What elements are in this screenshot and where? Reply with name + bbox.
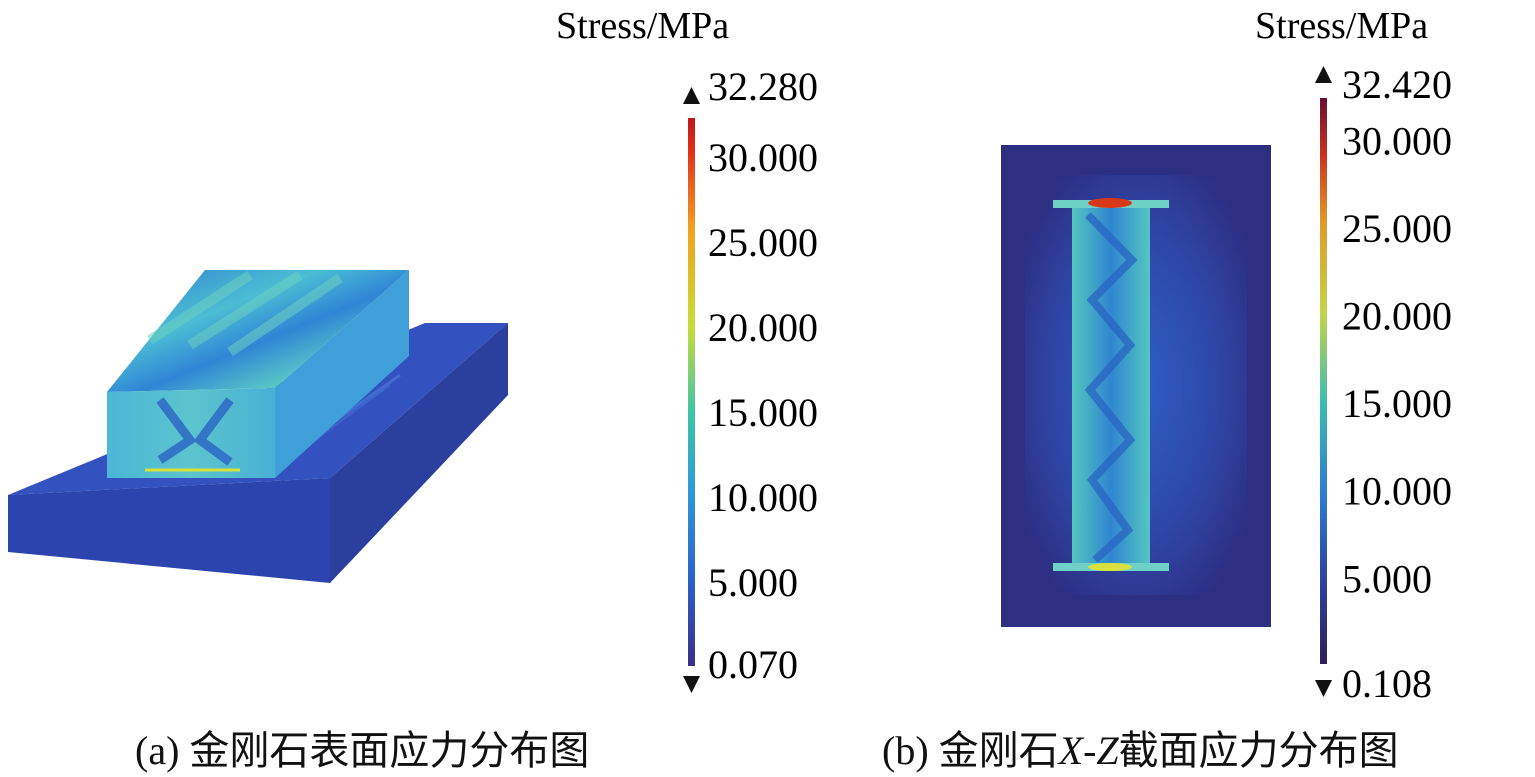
colorbar-a-tick-label: 5.000: [708, 560, 798, 605]
caption-a-text: 金刚石表面应力分布图: [189, 728, 590, 773]
cross-section-diamond: [1072, 200, 1150, 570]
caption-b-prefix: (b): [882, 728, 939, 773]
colorbar-b-tick-label: 25.000: [1342, 206, 1452, 251]
cross-section-stress-figure: Stress/MPa 32.420 0.108 30.000 25.000 20.0…: [1001, 5, 1452, 706]
colorbar-b-min-label: 0.108: [1342, 661, 1432, 706]
caption-b-text-2: 截面应力分布图: [1118, 728, 1399, 773]
colorbar-b-max-label: 32.420: [1342, 62, 1452, 107]
panel-b: Stress/MPa 32.420 0.108 30.000 25.000 20.0…: [860, 0, 1535, 777]
colorbar-a-min-arrow: [683, 676, 700, 693]
caption-a: (a) 金刚石表面应力分布图: [135, 718, 589, 776]
colorbar-a-max-label: 32.280: [708, 64, 818, 109]
diamond-front-face: [107, 388, 275, 478]
colorbar-a-tick-label: 10.000: [708, 475, 818, 520]
caption-b: (b) 金刚石X-Z截面应力分布图: [882, 718, 1399, 776]
surface-stress-figure: Stress/MPa 32.280 0.070 30.000 25.000 20.0…: [8, 5, 818, 693]
colorbar-a-tick-label: 25.000: [708, 220, 818, 265]
colorbar-a-title: Stress/MPa: [556, 5, 729, 47]
colorbar-b-title: Stress/MPa: [1255, 5, 1428, 47]
colorbar-a-tick-label: 30.000: [708, 135, 818, 180]
caption-b-italic: X-Z: [1058, 728, 1119, 773]
colorbar-b-tick-label: 20.000: [1342, 294, 1452, 339]
caption-a-prefix: (a): [135, 728, 190, 773]
top-stress-hotspot: [1088, 198, 1132, 208]
colorbar-b-tick-label: 15.000: [1342, 381, 1452, 426]
panel-a: Stress/MPa 32.280 0.070 30.000 25.000 20.0…: [8, 5, 818, 776]
colorbar-b-tick-label: 30.000: [1342, 118, 1452, 163]
diamond-side-face: [275, 270, 409, 478]
colorbar-a-ticks: 30.000 25.000 20.000 15.000 10.000 5.000: [708, 135, 818, 605]
colorbar-a-tick-label: 20.000: [708, 305, 818, 350]
colorbar-b-max-arrow: [1315, 66, 1332, 83]
caption-b-text-1: 金刚石: [938, 728, 1059, 773]
colorbar-a-tick-label: 15.000: [708, 390, 818, 435]
substrate-side-face: [330, 323, 508, 583]
colorbar-a: [688, 118, 695, 666]
colorbar-b-ticks: 30.000 25.000 20.000 15.000 10.000 5.000: [1342, 118, 1452, 601]
colorbar-b-tick-label: 5.000: [1342, 556, 1432, 601]
bottom-stress-hotspot: [1088, 563, 1132, 571]
colorbar-b-tick-label: 10.000: [1342, 469, 1452, 514]
colorbar-b-min-arrow: [1315, 680, 1332, 697]
colorbar-a-min-label: 0.070: [708, 642, 798, 687]
colorbar-b: [1320, 98, 1327, 664]
substrate-front-face: [8, 478, 330, 583]
colorbar-a-max-arrow: [683, 87, 700, 104]
